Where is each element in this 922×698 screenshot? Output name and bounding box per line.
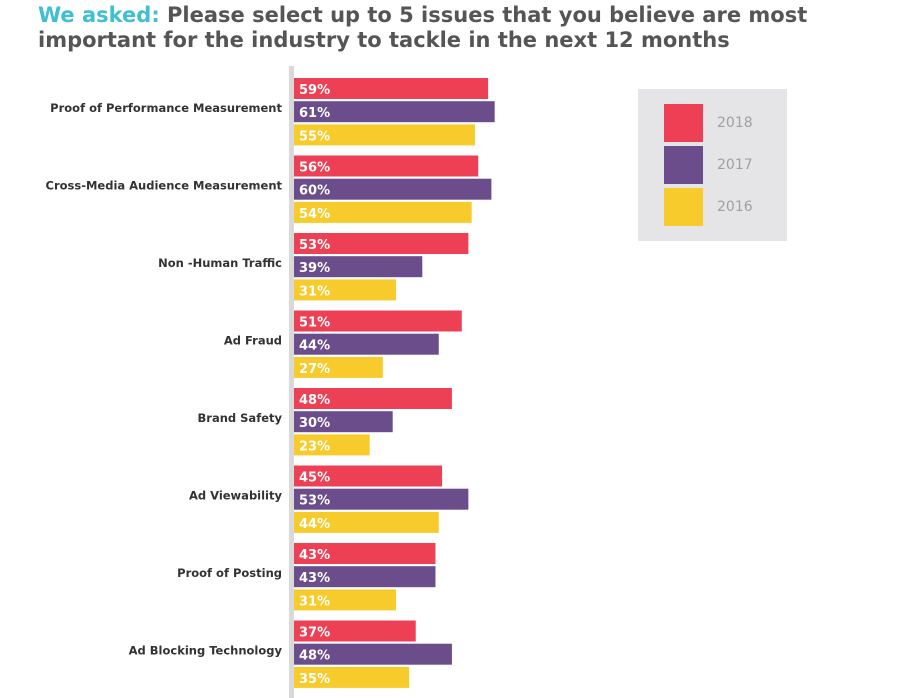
data-label: 44% <box>299 517 330 532</box>
bar-2017 <box>294 333 439 355</box>
category-label: Ad Viewability <box>189 489 283 503</box>
data-label: 31% <box>299 594 330 609</box>
data-label: 55% <box>299 129 330 144</box>
bar-2018 <box>294 233 469 254</box>
category-label: Ad Fraud <box>224 334 282 348</box>
data-label: 37% <box>299 626 330 641</box>
legend-swatch-2017 <box>664 146 703 184</box>
data-label: 53% <box>299 238 330 253</box>
data-label: 43% <box>299 571 330 586</box>
bar-2016 <box>294 511 439 533</box>
bar-2016 <box>294 279 396 301</box>
legend-swatch-2018 <box>664 104 703 142</box>
legend-swatch-2016 <box>664 188 703 226</box>
legend-label-2018: 2018 <box>717 115 753 131</box>
title-text: Please select up to 5 issues that you be… <box>38 3 808 52</box>
category-label: Proof of Posting <box>177 566 282 580</box>
data-label: 48% <box>299 649 330 664</box>
legend-box <box>638 89 787 241</box>
bar-2017 <box>294 488 469 510</box>
data-label: 45% <box>299 471 330 486</box>
category-label: Ad Blocking Technology <box>129 644 283 658</box>
chart-title: We asked: Please select up to 5 issues t… <box>38 3 898 53</box>
data-label: 31% <box>299 284 330 299</box>
bar-2016 <box>294 666 410 688</box>
y-axis-line <box>289 66 294 698</box>
data-label: 35% <box>299 672 330 687</box>
bar-2018 <box>294 78 489 99</box>
bar-2017 <box>294 101 495 123</box>
legend-label-2017: 2017 <box>717 157 753 173</box>
bar-2016 <box>294 201 472 223</box>
bar-2016 <box>294 124 475 146</box>
category-label: Non -Human Traffic <box>158 256 282 270</box>
bar-2018 <box>294 465 443 487</box>
bar-2017 <box>294 256 423 278</box>
category-label: Cross-Media Audience Measurement <box>46 179 283 193</box>
data-label: 27% <box>299 362 330 377</box>
bar-2018 <box>294 388 452 409</box>
data-label: 51% <box>299 316 330 331</box>
bar-2018 <box>294 620 416 642</box>
data-label: 44% <box>299 339 330 354</box>
data-label: 39% <box>299 261 330 276</box>
bar-2016 <box>294 434 370 456</box>
data-label: 56% <box>299 161 330 176</box>
bar-2018 <box>294 155 479 177</box>
data-label: 60% <box>299 184 330 199</box>
data-label: 30% <box>299 416 330 431</box>
data-label: 53% <box>299 494 330 509</box>
data-label: 59% <box>299 83 330 98</box>
legend-label-2016: 2016 <box>717 199 753 215</box>
bar-2016 <box>294 356 383 378</box>
data-label: 54% <box>299 207 330 222</box>
bar-2017 <box>294 566 436 588</box>
category-label: Brand Safety <box>198 411 283 425</box>
data-label: 61% <box>299 106 330 121</box>
data-label: 48% <box>299 393 330 408</box>
bar-2018 <box>294 310 462 332</box>
bar-2016 <box>294 589 396 611</box>
data-label: 43% <box>299 548 330 563</box>
title-prefix: We asked: <box>38 3 160 27</box>
bar-2017 <box>294 178 492 200</box>
bar-2017 <box>294 411 393 433</box>
category-label: Proof of Performance Measurement <box>50 101 282 115</box>
data-label: 23% <box>299 439 330 454</box>
bar-2017 <box>294 643 452 665</box>
bar-2018 <box>294 543 436 564</box>
